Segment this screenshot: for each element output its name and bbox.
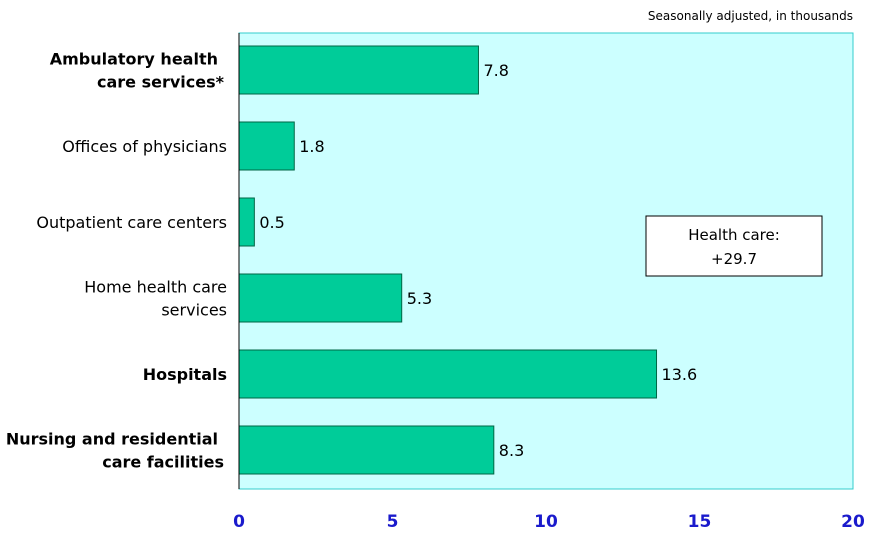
category-label: Home health care services — [84, 278, 227, 320]
category-label-line: Hospitals — [143, 365, 227, 384]
category-label-line: services — [161, 301, 227, 320]
x-tick-label: 10 — [534, 512, 558, 532]
callout-title: Health care: — [688, 226, 780, 244]
category-label: Offices of physicians — [62, 137, 227, 156]
category-label-line: Home health care — [84, 278, 227, 297]
category-label: Ambulatory health care services* — [50, 50, 225, 92]
value-label: 0.5 — [259, 213, 284, 232]
bar — [238, 121, 295, 171]
category-label: Nursing and residential care facilities — [6, 430, 224, 472]
category-label-line: Offices of physicians — [62, 137, 227, 156]
bar — [238, 349, 658, 399]
category-label: Outpatient care centers — [36, 213, 227, 232]
x-tick-label: 5 — [387, 512, 399, 532]
category-label-line: Nursing and residential — [6, 430, 218, 449]
value-label: 13.6 — [662, 365, 698, 384]
category-label-line: Outpatient care centers — [36, 213, 227, 232]
category-label-line: care facilities — [102, 453, 224, 472]
bar — [238, 197, 255, 247]
bar — [238, 273, 403, 323]
total-callout: Health care: +29.7 — [645, 215, 823, 277]
value-label: 5.3 — [407, 289, 432, 308]
value-label: 8.3 — [499, 441, 524, 460]
category-label: Hospitals — [143, 365, 227, 384]
bar — [238, 425, 495, 475]
x-tick-label: 15 — [688, 512, 712, 532]
value-label: 7.8 — [483, 61, 508, 80]
callout-value: +29.7 — [711, 250, 757, 268]
category-label-line: Ambulatory health — [50, 50, 218, 69]
category-label-line: care services* — [97, 73, 225, 92]
x-tick-label: 0 — [233, 512, 245, 532]
bar — [238, 45, 479, 95]
callout-box — [645, 215, 823, 277]
value-label: 1.8 — [299, 137, 324, 156]
chart-note: Seasonally adjusted, in thousands — [648, 9, 853, 23]
x-tick-label: 20 — [841, 512, 865, 532]
